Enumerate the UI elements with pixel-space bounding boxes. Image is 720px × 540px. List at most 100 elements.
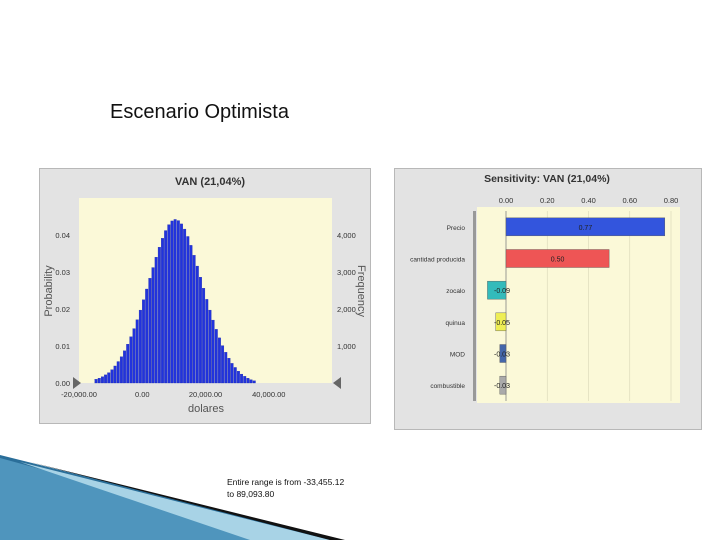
histogram-bar	[151, 267, 155, 384]
sensitivity-bar	[499, 375, 507, 395]
stripe-light	[20, 462, 330, 540]
histogram-bar	[224, 352, 228, 384]
sensitivity-value-label: -0.09	[494, 288, 510, 295]
sensitivity-x-tick-label: 0.20	[540, 196, 555, 205]
histogram-bar	[202, 288, 206, 384]
histogram-right-tick-label: 3,000	[337, 268, 356, 277]
histogram-x-tick-label: 0.00	[135, 390, 150, 399]
left-slider-handle-icon[interactable]	[73, 377, 81, 389]
histogram-bar	[199, 277, 202, 384]
histogram-bar	[126, 343, 130, 384]
histogram-bar	[107, 372, 111, 384]
histogram-chart: VAN (21,04%) 0.000.010.020.030.04 01,000…	[43, 176, 367, 415]
sensitivity-gridlines	[505, 211, 672, 401]
histogram-bar	[123, 350, 126, 384]
sensitivity-chart: Sensitivity: VAN (21,04%) 0.00 0.20 0.40 0.…	[410, 173, 680, 403]
histogram-bar	[170, 220, 174, 384]
sensitivity-category-labels: Precio cantidad producida zocalo quinua MOD c…	[410, 225, 465, 390]
sensitivity-value-labels: 0.77 0.50 -0.09 -0.05 -0.03 -0.03	[494, 225, 592, 390]
sensitivity-category-label: MOD	[450, 352, 465, 359]
sensitivity-category-label: cantidad producida	[410, 257, 465, 264]
sensitivity-bar	[487, 280, 507, 300]
histogram-left-tick-label: 0.01	[55, 342, 70, 351]
histogram-bar	[100, 376, 104, 384]
sensitivity-bar	[499, 344, 507, 363]
histogram-ylabel: Probability	[43, 265, 55, 317]
histogram-right-tick-label: 1,000	[337, 342, 356, 351]
sensitivity-category-label: Precio	[447, 225, 466, 232]
right-slider-handle-icon[interactable]	[333, 377, 341, 389]
sensitivity-title: Sensitivity: VAN (21,04%)	[484, 173, 610, 185]
sensitivity-plot-area	[477, 207, 680, 403]
histogram-left-tick-label: 0.04	[55, 231, 70, 240]
sensitivity-value-label: -0.03	[494, 383, 510, 390]
histogram-xlabel: dolares	[188, 403, 225, 415]
histogram-panel: VAN (21,04%) 0.000.010.020.030.04 01,000…	[39, 168, 371, 424]
sensitivity-value-label: 0.50	[551, 257, 565, 264]
histogram-bar	[129, 336, 133, 384]
histogram-bar	[246, 378, 250, 384]
sensitivity-x-tick-label: 0.60	[622, 196, 637, 205]
histogram-bar	[186, 236, 190, 384]
histogram-bar	[116, 361, 120, 384]
histogram-bar	[104, 374, 108, 384]
histogram-x-tick-label: 40,000.00	[252, 390, 285, 399]
histogram-bar	[227, 358, 231, 384]
histogram-bar	[176, 220, 180, 384]
histogram-bar	[230, 363, 234, 384]
histogram-bar	[145, 288, 149, 384]
histogram-right-tick-label: 2,000	[337, 305, 356, 314]
histogram-left-tick-label: 0.03	[55, 268, 70, 277]
histogram-bar	[110, 369, 114, 384]
histogram-bar	[180, 223, 183, 384]
histogram-bar	[240, 373, 244, 384]
footnote-line1: Entire range is from -33,455.12	[227, 477, 345, 487]
histogram-x-ticks: -20,000.00 0.00 20,000.00 40,000.00	[61, 390, 285, 399]
sensitivity-bars	[487, 217, 666, 395]
histogram-bar	[119, 356, 123, 384]
histogram-bar	[211, 319, 215, 384]
sensitivity-value-label: -0.03	[494, 352, 510, 359]
histogram-bar	[236, 371, 240, 384]
histogram-bar	[135, 319, 139, 384]
histogram-bar	[148, 278, 152, 384]
histogram-bar	[173, 219, 177, 384]
histogram-bar	[113, 365, 117, 384]
histogram-bar	[167, 224, 171, 384]
sensitivity-value-label: 0.77	[579, 225, 593, 232]
histogram-bar	[132, 328, 136, 384]
histogram-bar	[249, 379, 253, 384]
histogram-bar	[217, 337, 221, 384]
histogram-bar	[208, 309, 212, 384]
histogram-bars	[94, 219, 256, 384]
histogram-bar	[243, 376, 247, 384]
histogram-bar	[252, 380, 256, 384]
sensitivity-value-label: -0.05	[494, 320, 510, 327]
histogram-bar	[205, 299, 209, 384]
sensitivity-bar	[495, 312, 507, 332]
histogram-right-tick-label: 4,000	[337, 231, 356, 240]
slide-title: Escenario Optimista	[110, 101, 289, 123]
histogram-bar	[233, 367, 237, 384]
histogram-x-tick-label: -20,000.00	[61, 390, 97, 399]
histogram-bar	[192, 255, 196, 384]
histogram-left-tick-label: 0.00	[55, 379, 70, 388]
histogram-bar	[189, 245, 193, 384]
sensitivity-scrollbar[interactable]	[473, 211, 476, 401]
sensitivity-x-tick-label: 0.40	[581, 196, 596, 205]
histogram-bar	[138, 309, 142, 384]
sensitivity-category-label: combustible	[430, 383, 465, 390]
histogram-bar	[221, 345, 225, 384]
sensitivity-category-label: quinua	[445, 320, 465, 327]
sensitivity-bar	[505, 217, 666, 237]
histogram-left-tick-label: 0.02	[55, 305, 70, 314]
histogram-bar	[164, 230, 168, 384]
histogram-left-ticks: 0.00 0.01 0.02 0.03 0.04	[55, 231, 70, 388]
histogram-title: VAN (21,04%)	[175, 176, 245, 188]
histogram-bar	[142, 299, 145, 384]
footnote: Entire range is from -33,455.12 to 89,09…	[227, 476, 387, 500]
histogram-bar	[195, 265, 199, 384]
histogram-bar	[154, 257, 158, 384]
stripe-black	[30, 462, 345, 540]
